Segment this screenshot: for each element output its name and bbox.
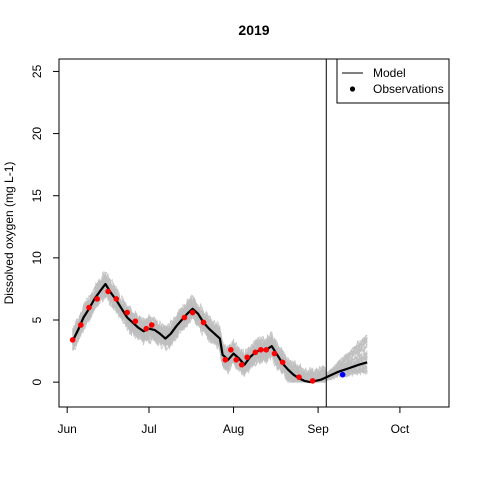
x-tick-label: Sep	[307, 422, 329, 436]
observation-point	[181, 314, 188, 321]
observation-point	[309, 378, 316, 384]
y-axis-label: Dissolved oxygen (mg L-1)	[2, 162, 16, 305]
legend-entry-label: Observations	[373, 82, 444, 96]
y-tick-label: 0	[30, 378, 44, 385]
observation-point	[258, 347, 264, 353]
model-line	[71, 282, 368, 384]
observation-point	[238, 361, 245, 368]
y-tick-label: 5	[30, 316, 44, 323]
y-tick-label: 25	[30, 64, 44, 78]
ensemble-spread	[72, 270, 368, 384]
x-tick-label: Jun	[58, 422, 77, 436]
observation-point	[189, 309, 196, 316]
observation-point	[86, 304, 92, 311]
observation-point	[296, 374, 302, 380]
observation-point	[143, 325, 150, 332]
y-tick-label: 15	[30, 189, 44, 203]
legend-box	[336, 58, 450, 104]
legend: Model Observations	[336, 58, 450, 104]
x-tick-label: Aug	[223, 422, 244, 436]
observation-point	[200, 319, 207, 326]
chart-title: 2019	[238, 22, 269, 38]
x-tick-label: Jul	[141, 422, 156, 436]
observation-point	[263, 347, 270, 353]
y-tick-label: 10	[30, 251, 44, 265]
observation-point	[252, 349, 259, 356]
legend-point-symbol	[349, 86, 356, 92]
observation-point	[94, 296, 100, 302]
observation-point	[279, 359, 286, 366]
observation-point	[78, 322, 84, 328]
observation-point	[124, 309, 130, 316]
legend-entry-label: Model	[373, 66, 406, 80]
observation-point	[69, 337, 76, 343]
ensemble-member-line	[72, 272, 368, 383]
observation-point	[233, 356, 240, 363]
observation-point	[222, 356, 229, 363]
axes: 0 5 10 15 20 25 Jun Jul Aug Sep Oct	[30, 58, 450, 436]
y-tick-label: 20	[30, 127, 44, 141]
observation-point	[132, 318, 139, 325]
forecast-observation-point	[339, 371, 346, 378]
observation-point	[244, 354, 250, 361]
observation-point	[228, 347, 234, 353]
observation-point	[113, 296, 120, 302]
observation-point	[105, 288, 111, 295]
chart-marks	[69, 59, 368, 407]
x-tick-label: Oct	[391, 422, 410, 436]
observation-point	[148, 322, 155, 328]
observation-point	[271, 350, 278, 357]
